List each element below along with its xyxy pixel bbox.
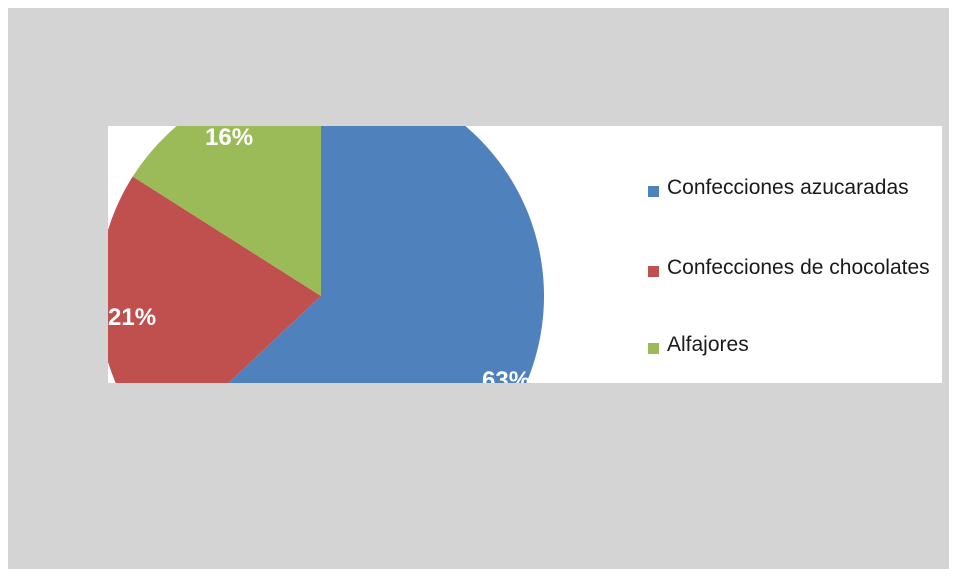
slice-data-label-2: 21% xyxy=(108,304,156,331)
pie-chart: 63% 21% 16% xyxy=(108,126,544,383)
legend-label: Alfajores xyxy=(667,333,749,356)
legend-swatch xyxy=(648,343,659,354)
pie-slice-2 xyxy=(108,176,321,383)
legend-item-1: Confecciones azucaradas xyxy=(648,176,937,204)
chart-area: 63% 21% 16% Confecciones azucaradas Confecc… xyxy=(108,126,942,383)
legend-label: Confecciones azucaradas xyxy=(667,176,909,199)
slice-data-label-1: 63% xyxy=(482,367,530,383)
legend-item-2: Confecciones de chocolates xyxy=(648,256,937,284)
legend-item-3: Alfajores xyxy=(648,333,937,361)
slice-data-label-3: 16% xyxy=(205,126,253,151)
pie-slice-3 xyxy=(132,126,321,296)
legend-swatch xyxy=(648,186,659,197)
pie-slice-1 xyxy=(228,126,544,383)
legend-label: Confecciones de chocolates xyxy=(667,256,930,279)
legend-swatch xyxy=(648,266,659,277)
